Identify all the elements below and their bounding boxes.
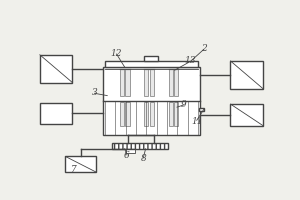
Bar: [125, 102, 130, 126]
Bar: [103, 67, 200, 135]
Bar: [169, 102, 173, 126]
Text: 9: 9: [181, 100, 187, 109]
Text: 2: 2: [201, 44, 207, 53]
Bar: [150, 102, 154, 126]
Bar: [174, 102, 178, 126]
Bar: [120, 69, 124, 96]
Bar: [144, 102, 148, 126]
Bar: [40, 103, 72, 124]
Text: 3: 3: [92, 88, 97, 97]
Bar: [144, 69, 148, 96]
Bar: [126, 149, 135, 153]
Bar: [65, 156, 96, 172]
Text: 13: 13: [184, 56, 196, 65]
Bar: [125, 69, 130, 96]
Bar: [105, 61, 198, 67]
Text: 7: 7: [71, 165, 76, 174]
Bar: [174, 69, 178, 96]
Bar: [230, 104, 263, 126]
Bar: [112, 143, 168, 149]
Bar: [230, 61, 263, 89]
Bar: [199, 108, 204, 111]
Bar: [169, 69, 173, 96]
Text: 8: 8: [140, 154, 146, 163]
Bar: [120, 102, 124, 126]
Text: 6: 6: [124, 151, 130, 160]
Text: 11: 11: [191, 117, 202, 126]
Bar: [40, 55, 72, 83]
Bar: [150, 69, 154, 96]
Text: 12: 12: [111, 49, 122, 58]
Bar: [145, 56, 158, 61]
